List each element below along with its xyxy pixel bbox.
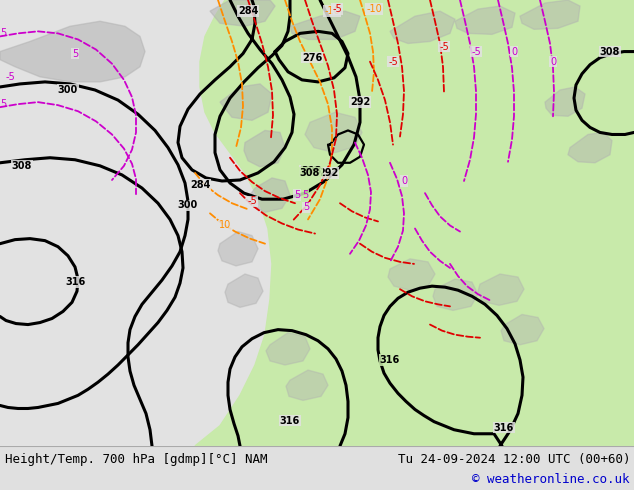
Text: 0: 0: [511, 47, 517, 56]
Text: -10: -10: [324, 6, 340, 16]
Polygon shape: [388, 259, 435, 290]
Polygon shape: [390, 11, 455, 44]
Text: 308: 308: [12, 161, 32, 171]
Text: 5: 5: [0, 28, 6, 38]
Text: 300: 300: [178, 200, 198, 210]
Text: 276: 276: [302, 52, 322, 63]
Text: 308: 308: [300, 166, 320, 176]
Text: 5: 5: [294, 190, 300, 200]
Polygon shape: [305, 112, 362, 153]
Polygon shape: [0, 21, 145, 82]
Text: 316: 316: [280, 416, 300, 426]
Polygon shape: [244, 130, 285, 167]
Text: 316: 316: [65, 277, 85, 287]
Text: 5: 5: [303, 202, 309, 212]
Polygon shape: [220, 84, 272, 121]
Polygon shape: [290, 11, 360, 39]
Text: 284: 284: [190, 180, 210, 190]
Polygon shape: [286, 370, 328, 400]
Text: 0: 0: [550, 57, 556, 67]
Text: Tu 24-09-2024 12:00 UTC (00+60): Tu 24-09-2024 12:00 UTC (00+60): [398, 453, 630, 466]
Text: 0: 0: [401, 176, 407, 186]
Text: 308: 308: [302, 166, 322, 176]
Text: 316: 316: [494, 423, 514, 433]
Polygon shape: [225, 274, 263, 307]
Text: -5: -5: [5, 72, 15, 82]
Polygon shape: [0, 0, 634, 446]
Text: -5: -5: [439, 42, 449, 51]
Polygon shape: [250, 178, 290, 212]
Polygon shape: [433, 279, 478, 310]
Text: 308: 308: [600, 47, 620, 56]
Polygon shape: [266, 333, 310, 365]
Text: -10: -10: [366, 4, 382, 14]
Text: 10: 10: [219, 220, 231, 230]
Polygon shape: [455, 6, 515, 34]
Text: 316: 316: [380, 355, 400, 365]
Text: 292: 292: [318, 168, 338, 178]
Text: 5: 5: [302, 190, 308, 200]
Polygon shape: [545, 87, 585, 116]
Polygon shape: [218, 232, 258, 266]
Polygon shape: [501, 315, 544, 345]
Text: © weatheronline.co.uk: © weatheronline.co.uk: [472, 473, 630, 487]
Text: 284: 284: [238, 6, 258, 16]
Text: -5: -5: [388, 57, 398, 67]
Polygon shape: [568, 132, 612, 163]
Text: -5: -5: [247, 196, 257, 206]
Polygon shape: [520, 0, 580, 29]
Text: 292: 292: [350, 97, 370, 107]
Text: -5: -5: [332, 4, 342, 14]
Text: 5: 5: [0, 99, 6, 109]
Text: 5: 5: [72, 49, 78, 59]
Text: 308: 308: [300, 168, 320, 178]
Polygon shape: [195, 0, 634, 446]
Text: 300: 300: [58, 85, 78, 95]
Text: Height/Temp. 700 hPa [gdmp][°C] NAM: Height/Temp. 700 hPa [gdmp][°C] NAM: [5, 453, 268, 466]
Polygon shape: [478, 274, 524, 305]
Text: -5: -5: [471, 47, 481, 56]
Polygon shape: [210, 0, 275, 26]
